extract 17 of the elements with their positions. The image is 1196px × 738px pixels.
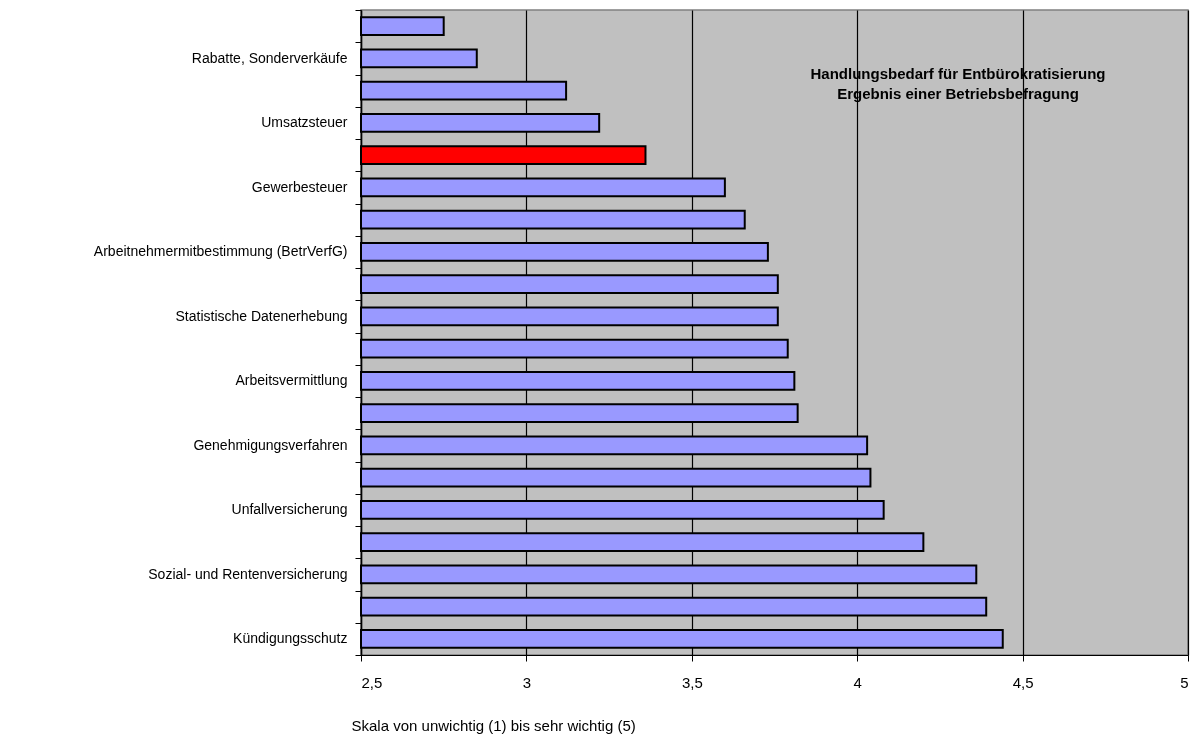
x-axis-title: Skala von unwichtig (1) bis sehr wichtig (5) [351, 716, 636, 734]
y-tick-label: Umsatzsteuer [261, 114, 348, 131]
x-tick-label: 3 [522, 673, 532, 691]
x-tick-label: 4,5 [1012, 673, 1034, 691]
y-tick-label: Sozial- und Rentenversicherung [148, 565, 348, 582]
y-tick-label: Unfallversicherung [231, 501, 348, 518]
y-tick-label: Gewerbesteuer [251, 178, 348, 195]
y-tick-label: Arbeitnehmermitbestimmung (BetrVerfG) [93, 243, 348, 260]
x-tick-label: 3,5 [681, 673, 703, 691]
y-tick-label: Rabatte, Sonderverkäufe [191, 49, 348, 66]
x-tick-label: 2,5 [361, 673, 383, 691]
y-tick-label: Kündigungsschutz [233, 630, 348, 647]
x-tick-label: 5 [1180, 673, 1189, 691]
x-tick-label: 4 [853, 673, 862, 691]
y-tick-label: Genehmigungsverfahren [193, 436, 348, 453]
y-tick-label: Arbeitsvermittlung [235, 372, 348, 389]
y-tick-label: Statistische Datenerhebung [175, 307, 348, 324]
